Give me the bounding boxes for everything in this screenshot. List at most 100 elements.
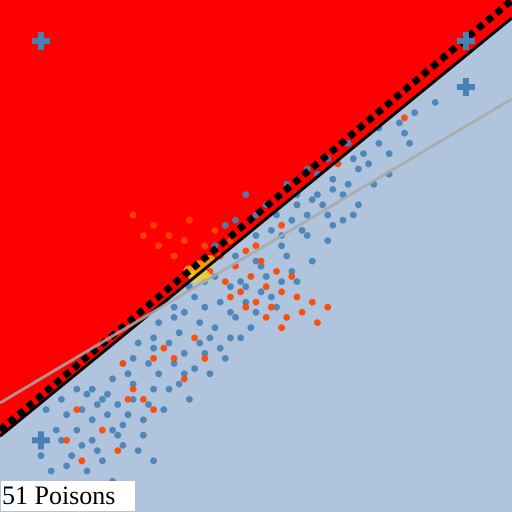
- blue-point-16: [329, 221, 337, 229]
- blue-point-147: [385, 150, 393, 158]
- orange-point-23: [242, 247, 250, 255]
- orange-point-50: [401, 114, 408, 122]
- blue-point-133: [78, 442, 86, 449]
- orange-point-25: [273, 268, 280, 275]
- blue-point-145: [349, 155, 357, 163]
- orange-point-3: [180, 237, 188, 245]
- blue-point-65: [221, 355, 229, 362]
- poison-plus-marker-3: [31, 431, 50, 450]
- blue-point-20: [262, 273, 270, 280]
- blue-point-33: [88, 416, 96, 424]
- blue-point-90: [216, 344, 224, 352]
- orange-point-49: [150, 355, 158, 362]
- blue-point-117: [431, 99, 439, 106]
- orange-point-35: [278, 324, 285, 332]
- orange-point-28: [186, 216, 193, 224]
- blue-point-105: [42, 406, 50, 413]
- orange-point-33: [242, 303, 250, 311]
- orange-point-18: [283, 314, 291, 321]
- orange-point-31: [324, 303, 332, 311]
- blue-point-124: [206, 334, 214, 342]
- orange-point-55: [201, 355, 209, 362]
- blue-point-85: [308, 257, 316, 265]
- blue-point-45: [88, 385, 96, 393]
- orange-point-30: [140, 232, 147, 239]
- orange-point-44: [129, 385, 137, 393]
- blue-point-28: [150, 385, 158, 393]
- orange-point-26: [288, 273, 296, 280]
- blue-point-130: [93, 447, 101, 454]
- poison-plus-marker-2: [456, 78, 475, 97]
- blue-point-72: [165, 339, 173, 347]
- blue-point-125: [180, 370, 188, 378]
- blue-point-35: [68, 452, 76, 460]
- blue-point-132: [134, 447, 142, 454]
- poisoned-boundary-line: [0, 0, 512, 433]
- orange-point-17: [268, 303, 275, 311]
- orange-point-4: [201, 242, 209, 250]
- orange-point-43: [150, 406, 158, 413]
- blue-point-92: [180, 349, 188, 357]
- blue-point-13: [406, 140, 413, 147]
- blue-point-3: [175, 329, 183, 337]
- blue-point-9: [329, 186, 337, 193]
- blue-point-109: [242, 191, 250, 199]
- blue-point-27: [160, 406, 168, 413]
- blue-point-100: [104, 411, 111, 419]
- orange-point-39: [119, 360, 127, 367]
- blue-point-34: [73, 426, 81, 434]
- orange-point-42: [63, 436, 70, 444]
- blue-point-89: [227, 334, 234, 342]
- blue-point-19: [283, 252, 291, 260]
- blue-point-43: [58, 436, 65, 444]
- blue-point-121: [257, 288, 265, 296]
- poison-plus-marker-1: [456, 31, 475, 50]
- blue-point-8: [303, 211, 311, 219]
- blue-point-63: [252, 308, 260, 316]
- orange-point-46: [170, 355, 178, 362]
- orange-point-47: [73, 406, 81, 413]
- blue-point-29: [140, 416, 147, 424]
- blue-point-103: [63, 411, 70, 419]
- blue-point-96: [155, 319, 163, 326]
- orange-point-20: [314, 319, 321, 326]
- blue-point-119: [339, 216, 347, 224]
- poison-plus-marker-0: [31, 31, 50, 50]
- orange-point-45: [191, 334, 199, 342]
- blue-point-102: [83, 390, 91, 398]
- blue-point-69: [155, 370, 163, 378]
- blue-point-40: [150, 457, 158, 465]
- blue-point-39: [140, 431, 147, 439]
- blue-point-24: [201, 349, 209, 357]
- orange-point-52: [278, 221, 285, 229]
- orange-point-14: [221, 278, 229, 285]
- blue-point-144: [329, 175, 337, 183]
- poison-count-caption: 51 Poisons: [1, 481, 136, 511]
- blue-point-41: [37, 452, 45, 460]
- blue-point-6: [252, 257, 260, 265]
- blue-point-86: [293, 278, 301, 285]
- blue-point-10: [355, 165, 362, 173]
- blue-point-60: [303, 232, 311, 239]
- blue-point-52: [232, 252, 239, 260]
- blue-point-146: [365, 160, 372, 168]
- blue-point-148: [401, 129, 408, 137]
- boundary-layer: [0, 0, 512, 438]
- blue-point-0: [99, 396, 106, 403]
- blue-point-73: [180, 308, 188, 316]
- orange-point-54: [114, 447, 122, 454]
- blue-point-67: [186, 396, 193, 403]
- blue-point-44: [78, 406, 86, 413]
- blue-point-88: [247, 324, 255, 332]
- blue-point-143: [308, 196, 316, 204]
- orange-point-48: [124, 396, 132, 403]
- blue-point-62: [268, 293, 275, 301]
- blue-point-26: [175, 380, 183, 388]
- blue-point-128: [124, 411, 132, 419]
- blue-point-50: [191, 293, 199, 301]
- poison-marker-layer: [31, 31, 475, 450]
- blue-point-47: [129, 355, 137, 362]
- blue-point-122: [242, 298, 250, 306]
- orange-point-32: [262, 314, 270, 321]
- blue-point-76: [237, 278, 245, 285]
